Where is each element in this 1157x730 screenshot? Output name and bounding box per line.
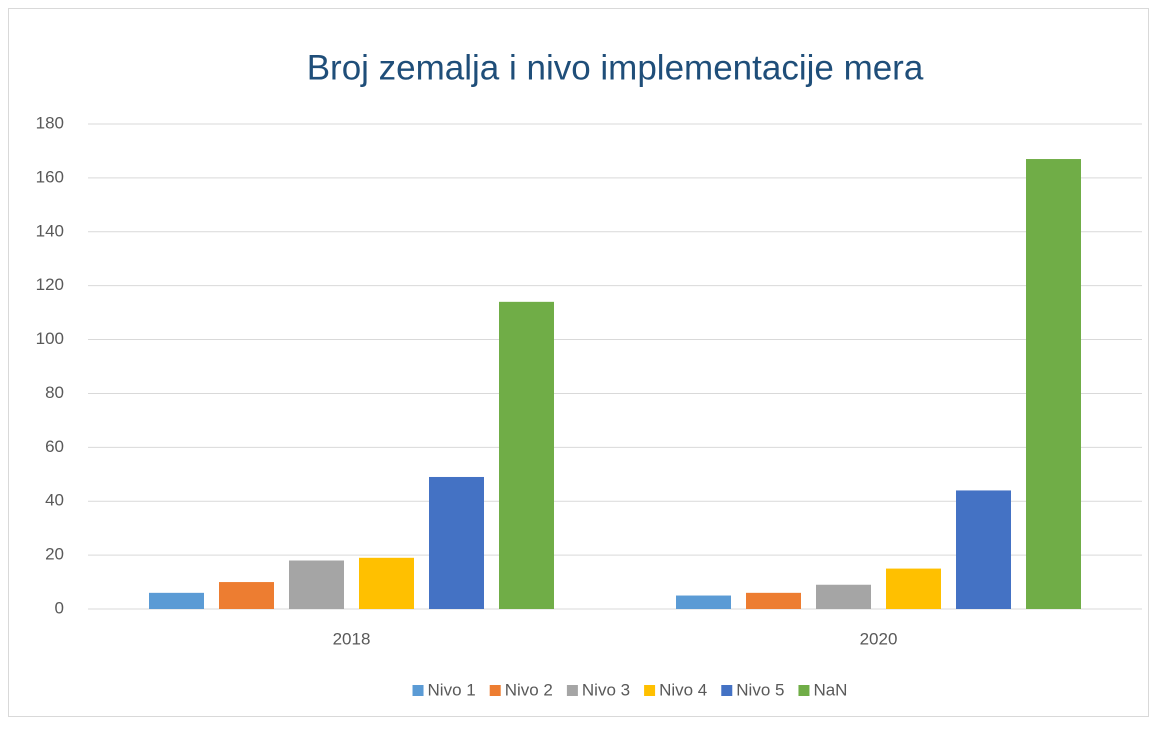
bar (746, 592, 801, 609)
x-tick-label: 2018 (333, 629, 371, 648)
legend-swatch (489, 685, 501, 696)
legend-swatch (721, 685, 733, 696)
bar (219, 582, 274, 609)
bar (676, 595, 731, 609)
bar (886, 568, 941, 609)
legend-swatch (566, 685, 578, 696)
legend-swatch (644, 685, 656, 696)
bar (956, 490, 1011, 609)
bar (289, 560, 344, 609)
y-tick-label: 80 (45, 383, 64, 402)
y-tick-label: 100 (36, 329, 64, 348)
legend-swatch (798, 685, 810, 696)
y-tick-label: 140 (36, 221, 64, 240)
legend-label: Nivo 2 (505, 680, 553, 699)
legend-swatch (412, 685, 424, 696)
legend-label: NaN (813, 680, 847, 699)
legend-label: Nivo 4 (659, 680, 707, 699)
bar (816, 584, 871, 609)
y-tick-label: 40 (45, 491, 64, 510)
y-tick-label: 180 (36, 113, 64, 132)
y-tick-label: 0 (55, 598, 64, 617)
y-tick-label: 160 (36, 167, 64, 186)
y-tick-label: 60 (45, 437, 64, 456)
x-tick-label: 2020 (860, 629, 898, 648)
bar (1026, 159, 1081, 609)
legend-label: Nivo 3 (582, 680, 630, 699)
legend-label: Nivo 5 (736, 680, 784, 699)
y-tick-label: 20 (45, 545, 64, 564)
y-tick-label: 120 (36, 275, 64, 294)
bar (499, 301, 554, 609)
chart-title: Broj zemalja i nivo implementacije mera (307, 48, 924, 87)
bar (149, 592, 204, 609)
bar (429, 476, 484, 609)
chart-border (8, 8, 1149, 717)
legend-label: Nivo 1 (428, 680, 476, 699)
bar (359, 557, 414, 609)
